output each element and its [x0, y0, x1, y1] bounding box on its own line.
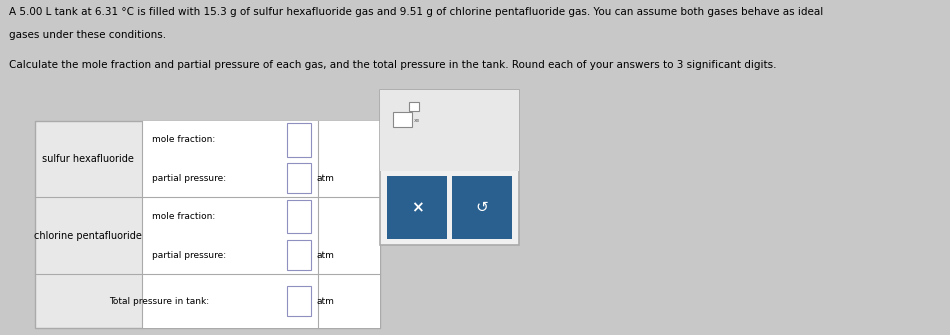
Bar — [388, 177, 447, 239]
Text: Total pressure in tank:: Total pressure in tank: — [109, 297, 209, 306]
Bar — [380, 90, 519, 171]
Text: x₀: x₀ — [414, 118, 421, 123]
Text: partial pressure:: partial pressure: — [152, 174, 226, 183]
Text: mole fraction:: mole fraction: — [152, 135, 216, 144]
Bar — [34, 121, 380, 328]
Text: partial pressure:: partial pressure: — [152, 251, 226, 260]
Text: atm: atm — [316, 251, 334, 260]
Text: ↺: ↺ — [476, 200, 488, 215]
Text: Calculate the mole fraction and partial pressure of each gas, and the total pres: Calculate the mole fraction and partial … — [9, 60, 776, 70]
Text: atm: atm — [316, 297, 334, 306]
Bar — [393, 112, 412, 127]
Bar — [287, 163, 312, 193]
Text: atm: atm — [316, 174, 334, 183]
Text: sulfur hexafluoride: sulfur hexafluoride — [42, 154, 134, 164]
Bar — [287, 286, 312, 316]
Text: chlorine pentafluoride: chlorine pentafluoride — [34, 231, 142, 241]
Bar — [452, 177, 512, 239]
Bar — [287, 240, 312, 270]
Text: ×: × — [410, 200, 424, 215]
Bar — [380, 90, 519, 245]
Bar — [287, 200, 312, 233]
Text: mole fraction:: mole fraction: — [152, 212, 216, 221]
Bar — [408, 102, 419, 111]
Text: gases under these conditions.: gases under these conditions. — [9, 30, 165, 40]
Bar — [287, 123, 312, 156]
Bar — [142, 121, 380, 328]
Text: A 5.00 L tank at 6.31 °C is filled with 15.3 g of sulfur hexafluoride gas and 9.: A 5.00 L tank at 6.31 °C is filled with … — [9, 7, 823, 17]
